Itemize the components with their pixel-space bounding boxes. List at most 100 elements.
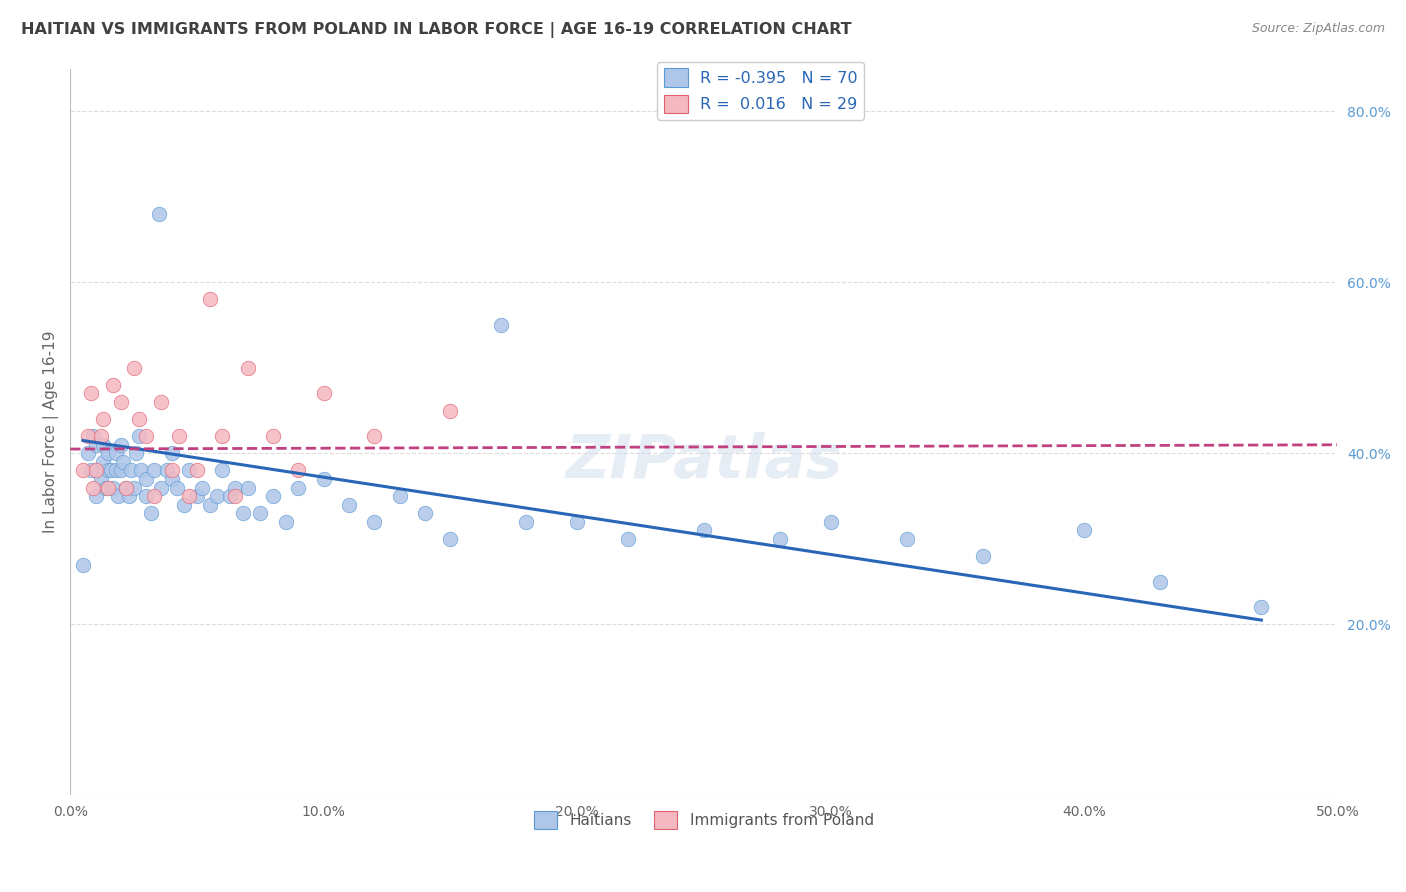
- Point: [363, 515, 385, 529]
- Point: [232, 506, 254, 520]
- Point: [166, 481, 188, 495]
- Point: [1250, 600, 1272, 615]
- Point: [125, 446, 148, 460]
- Point: [439, 532, 461, 546]
- Point: [103, 481, 125, 495]
- Point: [236, 360, 259, 375]
- Point: [173, 498, 195, 512]
- Point: [262, 489, 284, 503]
- Point: [91, 438, 114, 452]
- Point: [312, 386, 335, 401]
- Point: [84, 489, 107, 503]
- Point: [122, 360, 145, 375]
- Text: Source: ZipAtlas.com: Source: ZipAtlas.com: [1251, 22, 1385, 36]
- Point: [82, 429, 104, 443]
- Point: [155, 463, 177, 477]
- Point: [97, 463, 120, 477]
- Point: [91, 455, 114, 469]
- Point: [388, 489, 411, 503]
- Point: [972, 549, 994, 563]
- Text: ZIPatlas: ZIPatlas: [565, 432, 842, 491]
- Point: [224, 489, 246, 503]
- Point: [236, 481, 259, 495]
- Point: [160, 472, 183, 486]
- Point: [141, 506, 163, 520]
- Point: [72, 463, 94, 477]
- Point: [97, 446, 120, 460]
- Point: [117, 489, 139, 503]
- Point: [110, 438, 132, 452]
- Point: [1149, 574, 1171, 589]
- Point: [112, 455, 135, 469]
- Point: [122, 481, 145, 495]
- Point: [115, 481, 138, 495]
- Legend: Haitians, Immigrants from Poland: Haitians, Immigrants from Poland: [527, 805, 880, 835]
- Point: [337, 498, 360, 512]
- Point: [135, 489, 157, 503]
- Point: [160, 446, 183, 460]
- Point: [104, 446, 127, 460]
- Point: [565, 515, 588, 529]
- Point: [515, 515, 537, 529]
- Point: [90, 429, 112, 443]
- Point: [84, 463, 107, 477]
- Y-axis label: In Labor Force | Age 16-19: In Labor Force | Age 16-19: [44, 331, 59, 533]
- Point: [820, 515, 842, 529]
- Point: [312, 472, 335, 486]
- Point: [274, 515, 297, 529]
- Point: [896, 532, 918, 546]
- Point: [142, 463, 165, 477]
- Point: [249, 506, 271, 520]
- Point: [224, 481, 246, 495]
- Point: [769, 532, 792, 546]
- Point: [128, 412, 150, 426]
- Point: [148, 207, 170, 221]
- Point: [439, 403, 461, 417]
- Point: [107, 489, 129, 503]
- Point: [205, 489, 228, 503]
- Point: [104, 463, 127, 477]
- Point: [110, 463, 132, 477]
- Point: [150, 481, 173, 495]
- Point: [110, 395, 132, 409]
- Point: [191, 481, 214, 495]
- Point: [413, 506, 436, 520]
- Point: [198, 498, 221, 512]
- Point: [135, 472, 157, 486]
- Point: [186, 489, 208, 503]
- Point: [82, 481, 104, 495]
- Text: HAITIAN VS IMMIGRANTS FROM POLAND IN LABOR FORCE | AGE 16-19 CORRELATION CHART: HAITIAN VS IMMIGRANTS FROM POLAND IN LAB…: [21, 22, 852, 38]
- Point: [287, 481, 309, 495]
- Point: [219, 489, 242, 503]
- Point: [142, 489, 165, 503]
- Point: [103, 378, 125, 392]
- Point: [211, 463, 233, 477]
- Point: [617, 532, 640, 546]
- Point: [160, 463, 183, 477]
- Point: [287, 463, 309, 477]
- Point: [150, 395, 173, 409]
- Point: [179, 463, 201, 477]
- Point: [115, 481, 138, 495]
- Point: [77, 446, 100, 460]
- Point: [79, 463, 101, 477]
- Point: [179, 489, 201, 503]
- Point: [84, 438, 107, 452]
- Point: [262, 429, 284, 443]
- Point: [186, 463, 208, 477]
- Point: [1073, 524, 1095, 538]
- Point: [72, 558, 94, 572]
- Point: [693, 524, 716, 538]
- Point: [120, 463, 142, 477]
- Point: [135, 429, 157, 443]
- Point: [100, 463, 122, 477]
- Point: [198, 293, 221, 307]
- Point: [97, 481, 120, 495]
- Point: [129, 463, 152, 477]
- Point: [128, 429, 150, 443]
- Point: [77, 429, 100, 443]
- Point: [167, 429, 190, 443]
- Point: [91, 412, 114, 426]
- Point: [79, 386, 101, 401]
- Point: [489, 318, 512, 332]
